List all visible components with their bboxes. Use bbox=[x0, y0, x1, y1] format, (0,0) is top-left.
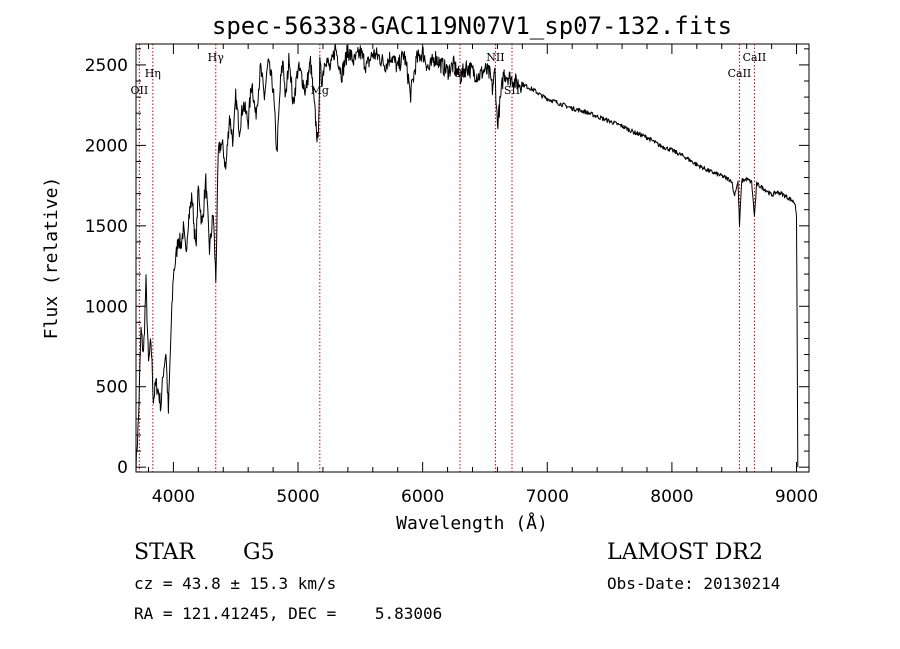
survey-label: LAMOST DR2 bbox=[607, 540, 763, 565]
axis-ticks: 4000 5000 6000 7000 8000 9000 0 500 1000 1500 2000… bbox=[85, 44, 818, 507]
line-label-1: Hη bbox=[145, 67, 161, 80]
line-label-8: CaII bbox=[743, 51, 767, 64]
x-tick-label-0: 4000 bbox=[152, 487, 195, 507]
y-tick-label-0: 0 bbox=[117, 458, 128, 478]
x-tick-label-4: 8000 bbox=[650, 487, 693, 507]
x-axis-label: Wavelength (Å) bbox=[396, 512, 548, 534]
series-layer bbox=[135, 44, 799, 473]
x-tick-label-5: 9000 bbox=[775, 487, 818, 507]
line-label-2: Hγ bbox=[208, 51, 225, 64]
series-line-0 bbox=[135, 44, 799, 473]
line-label-7: CaII bbox=[728, 67, 752, 80]
y-tick-label-3: 1500 bbox=[85, 217, 128, 237]
obs-date: Obs-Date: 20130214 bbox=[607, 574, 781, 593]
object-class: STAR bbox=[134, 540, 195, 565]
line-label-0: OII bbox=[131, 84, 149, 97]
y-tick-label-1: 500 bbox=[96, 378, 128, 398]
x-tick-label-1: 5000 bbox=[276, 487, 319, 507]
coordinates: RA = 121.41245, DEC = 5.83006 bbox=[134, 604, 443, 623]
chart-title: spec-56338-GAC119N07V1_sp07-132.fits bbox=[212, 12, 732, 40]
line-label-5: NII bbox=[486, 51, 504, 64]
y-axis-label: Flux (relative) bbox=[41, 177, 62, 340]
y-tick-label-4: 2000 bbox=[85, 136, 128, 156]
x-tick-label-2: 6000 bbox=[401, 487, 444, 507]
y-tick-label-2: 1000 bbox=[85, 297, 128, 317]
line-label-6: SII bbox=[504, 84, 520, 97]
object-subclass: G5 bbox=[243, 540, 275, 565]
cz-value: cz = 43.8 ± 15.3 km/s bbox=[134, 574, 337, 593]
x-tick-label-3: 7000 bbox=[526, 487, 569, 507]
y-tick-label-5: 2500 bbox=[85, 56, 128, 76]
